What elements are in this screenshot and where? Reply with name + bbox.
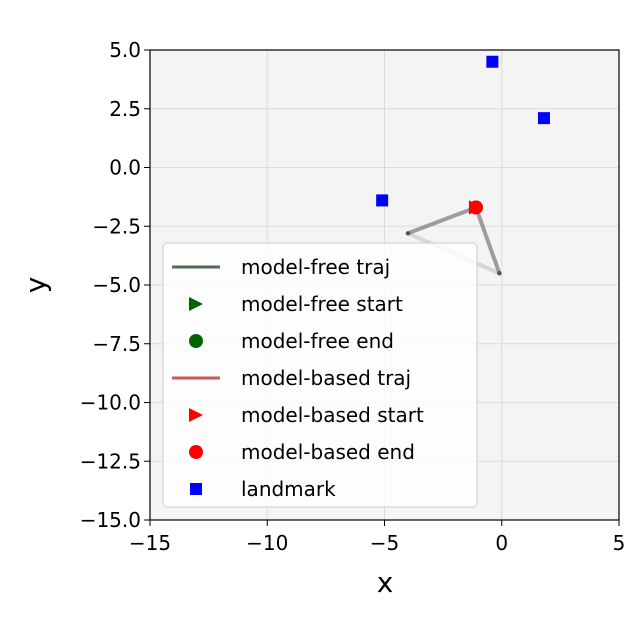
- trajectory-segment: [473, 205, 502, 276]
- legend: model-free traj model-free start model-fre…: [162, 242, 478, 508]
- x-tick-label: −15: [129, 531, 171, 555]
- y-tick-label: −15.0: [80, 508, 141, 532]
- x-tick-label: 0: [495, 531, 508, 555]
- x-tick-label: 5: [613, 531, 626, 555]
- trajectory-vertex: [497, 271, 502, 276]
- markers: [376, 55, 550, 215]
- x-axis-title: x: [377, 566, 394, 599]
- x-tick-label: −10: [246, 531, 288, 555]
- trajectory-segment: [405, 205, 478, 236]
- trajectory: [405, 205, 502, 276]
- landmark-marker: [537, 112, 550, 125]
- legend-label: model-based traj: [241, 366, 411, 390]
- trajectory-vertex: [405, 231, 411, 236]
- y-tick-label: −12.5: [80, 449, 141, 473]
- y-tick-label: 0.0: [109, 156, 141, 180]
- x-tick-label: −5: [370, 531, 399, 555]
- legend-label: model-based start: [241, 403, 424, 427]
- y-tick-label: −2.5: [92, 214, 141, 238]
- landmark-marker: [376, 194, 389, 207]
- legend-box: [162, 242, 478, 508]
- legend-marker-swatch: [189, 334, 203, 348]
- model-based-end-marker: [468, 200, 483, 215]
- legend-label: landmark: [241, 477, 336, 501]
- y-tick-label: −7.5: [92, 332, 141, 356]
- y-tick-label: 2.5: [109, 97, 141, 121]
- legend-label: model-free start: [241, 292, 403, 316]
- ticks: −15 −10 −5 0 5 5.0 2.5 0.0 −2.5 −5.0 −7.5 −10.0 −12.…: [80, 38, 626, 555]
- legend-marker-swatch: [189, 297, 203, 311]
- legend-label: model-based end: [241, 440, 415, 464]
- legend-label: model-free end: [241, 329, 394, 353]
- y-tick-label: −10.0: [80, 391, 141, 415]
- legend-marker-swatch: [189, 408, 203, 422]
- legend-label: model-free traj: [241, 255, 390, 279]
- y-tick-label: −5.0: [92, 273, 141, 297]
- y-axis-title: y: [19, 277, 52, 294]
- y-tick-label: 5.0: [109, 38, 141, 62]
- legend-marker-swatch: [190, 483, 202, 495]
- legend-marker-swatch: [189, 445, 203, 459]
- landmark-marker: [486, 55, 499, 68]
